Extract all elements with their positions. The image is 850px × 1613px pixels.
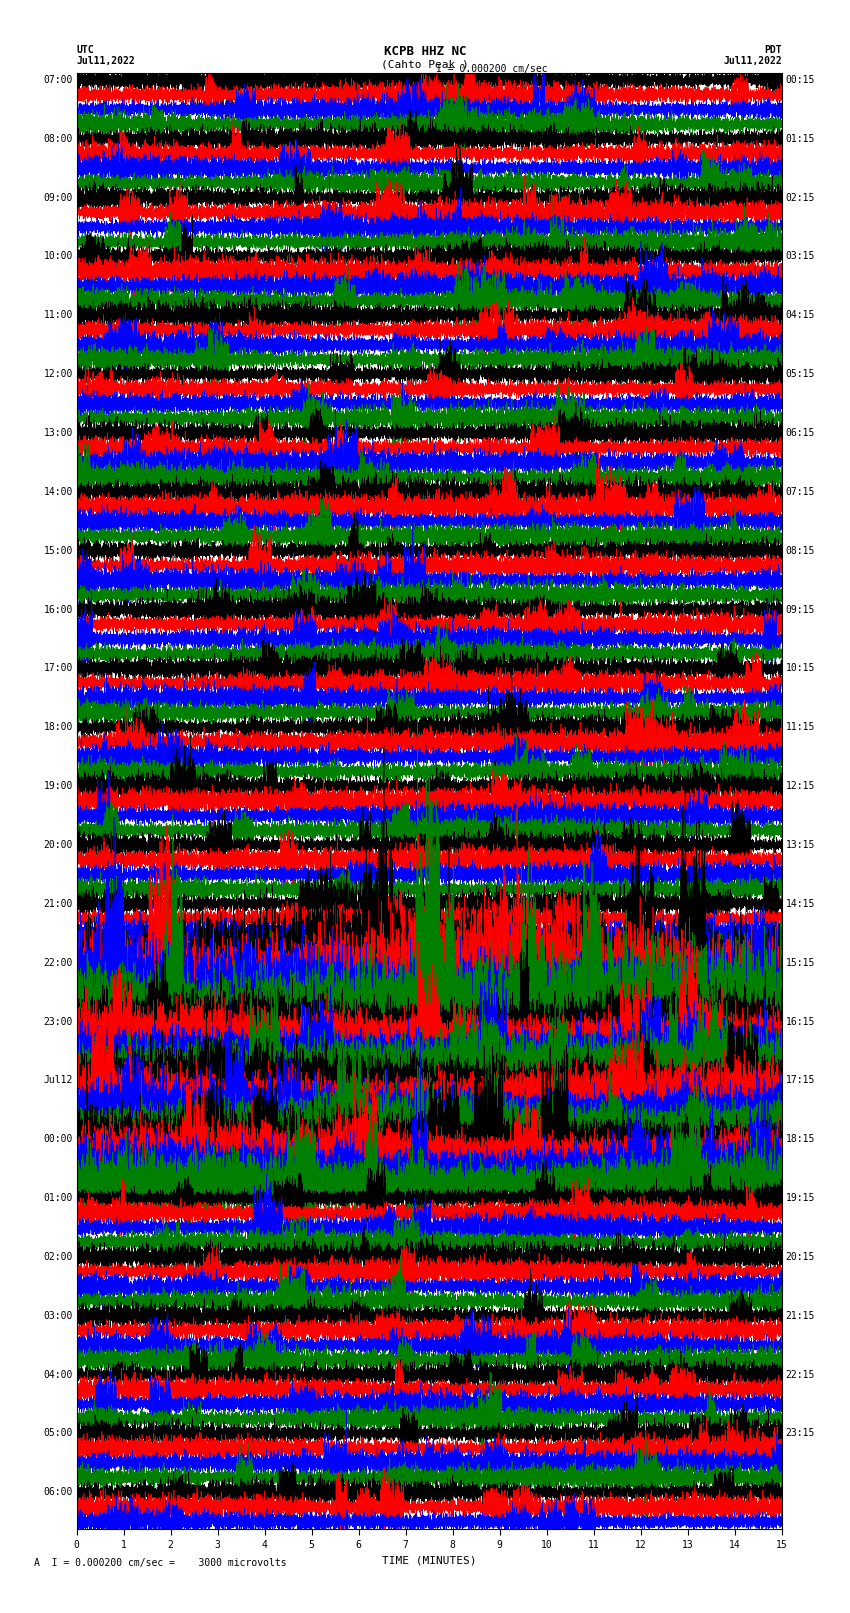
Text: 21:00: 21:00 (43, 898, 73, 908)
Text: 15:00: 15:00 (43, 545, 73, 556)
Text: 06:00: 06:00 (43, 1487, 73, 1497)
Text: 11:00: 11:00 (43, 310, 73, 321)
Text: 05:00: 05:00 (43, 1429, 73, 1439)
Text: 19:15: 19:15 (785, 1194, 815, 1203)
Text: 08:00: 08:00 (43, 134, 73, 144)
Text: 06:15: 06:15 (785, 427, 815, 439)
Text: 13:15: 13:15 (785, 840, 815, 850)
Text: 17:00: 17:00 (43, 663, 73, 674)
Text: 18:00: 18:00 (43, 723, 73, 732)
Text: 05:15: 05:15 (785, 369, 815, 379)
Text: 20:00: 20:00 (43, 840, 73, 850)
Text: 12:00: 12:00 (43, 369, 73, 379)
Text: 13:00: 13:00 (43, 427, 73, 439)
Text: 01:00: 01:00 (43, 1194, 73, 1203)
Text: 11:15: 11:15 (785, 723, 815, 732)
Text: 09:00: 09:00 (43, 192, 73, 203)
Text: 12:15: 12:15 (785, 781, 815, 790)
Text: 23:00: 23:00 (43, 1016, 73, 1026)
Text: 22:00: 22:00 (43, 958, 73, 968)
Text: 19:00: 19:00 (43, 781, 73, 790)
Text: 04:15: 04:15 (785, 310, 815, 321)
Text: 01:15: 01:15 (785, 134, 815, 144)
Text: Jul11,2022: Jul11,2022 (76, 56, 135, 66)
Text: KCPB HHZ NC: KCPB HHZ NC (383, 45, 467, 58)
Text: 07:00: 07:00 (43, 74, 73, 85)
Text: PDT: PDT (764, 45, 782, 55)
Text: 00:15: 00:15 (785, 74, 815, 85)
Text: Jul12: Jul12 (43, 1076, 73, 1086)
Text: 15:15: 15:15 (785, 958, 815, 968)
Text: 16:00: 16:00 (43, 605, 73, 615)
Text: 04:00: 04:00 (43, 1369, 73, 1379)
Text: 08:15: 08:15 (785, 545, 815, 556)
Text: Jul11,2022: Jul11,2022 (723, 56, 782, 66)
Text: 02:00: 02:00 (43, 1252, 73, 1261)
Text: 10:00: 10:00 (43, 252, 73, 261)
Text: 00:00: 00:00 (43, 1134, 73, 1144)
Text: UTC: UTC (76, 45, 94, 55)
Text: 02:15: 02:15 (785, 192, 815, 203)
Text: 18:15: 18:15 (785, 1134, 815, 1144)
Text: 20:15: 20:15 (785, 1252, 815, 1261)
Text: 14:15: 14:15 (785, 898, 815, 908)
Text: 03:00: 03:00 (43, 1311, 73, 1321)
Text: 14:00: 14:00 (43, 487, 73, 497)
Text: I = 0.000200 cm/sec: I = 0.000200 cm/sec (436, 63, 547, 74)
Text: 16:15: 16:15 (785, 1016, 815, 1026)
Text: 22:15: 22:15 (785, 1369, 815, 1379)
Text: 17:15: 17:15 (785, 1076, 815, 1086)
Text: 07:15: 07:15 (785, 487, 815, 497)
Text: (Cahto Peak ): (Cahto Peak ) (381, 60, 469, 69)
Text: 09:15: 09:15 (785, 605, 815, 615)
Text: 03:15: 03:15 (785, 252, 815, 261)
Text: A  I = 0.000200 cm/sec =    3000 microvolts: A I = 0.000200 cm/sec = 3000 microvolts (34, 1558, 286, 1568)
Text: 21:15: 21:15 (785, 1311, 815, 1321)
X-axis label: TIME (MINUTES): TIME (MINUTES) (382, 1555, 477, 1565)
Text: 10:15: 10:15 (785, 663, 815, 674)
Text: 23:15: 23:15 (785, 1429, 815, 1439)
